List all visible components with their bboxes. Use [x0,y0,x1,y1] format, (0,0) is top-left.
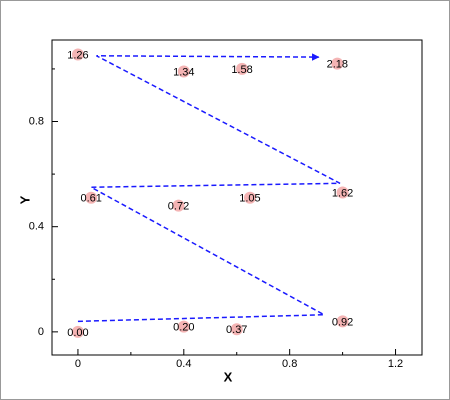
x-tick-label: 0.8 [282,358,297,370]
x-tick-label: 0 [75,358,81,370]
point-label: 2.18 [327,59,348,71]
point [243,191,256,204]
point-label: 0.72 [168,201,189,213]
point-label: 1.58 [231,64,252,76]
trajectory-line [77,53,341,323]
x-tick-label: 1.2 [388,358,403,370]
point [331,57,344,70]
x-tick-label: 0.4 [176,358,191,370]
point-label: 1.05 [239,193,260,205]
y-tick-label: 0.4 [29,221,44,233]
plot-frame [51,39,423,356]
point [71,325,84,338]
y-tick-label: 0.8 [29,115,44,127]
point-label: 1.26 [67,49,88,61]
point-label: 0.61 [80,193,101,205]
point-label: 0.92 [332,316,353,328]
point-label: 0.37 [226,324,247,336]
point-label: 0.00 [67,327,88,339]
point-label: 1.34 [173,66,194,78]
point [336,315,349,328]
point [172,199,185,212]
point [230,323,243,336]
point [236,62,249,75]
y-axis-title: Y [17,195,32,204]
point [85,191,98,204]
y-tick-label: 0 [38,326,44,338]
point [336,186,349,199]
point [177,65,190,78]
point [71,48,84,61]
point [177,320,190,333]
point-label: 1.62 [332,187,353,199]
x-axis-title: X [224,369,233,384]
point-label: 0.20 [173,322,194,334]
